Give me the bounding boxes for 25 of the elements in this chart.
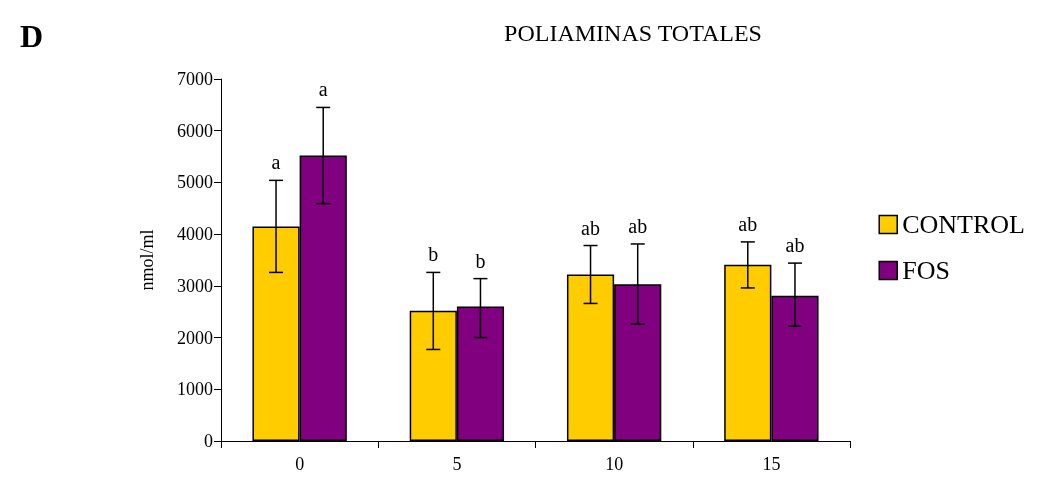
data-label: ab: [628, 214, 648, 237]
y-tick-label: 5000: [177, 172, 213, 193]
y-tick-label: 1000: [177, 379, 213, 400]
y-tick-label: 4000: [177, 224, 213, 245]
y-tick-label: 7000: [177, 69, 213, 89]
x-tick-label: 5: [452, 454, 462, 474]
data-label: b: [475, 249, 486, 272]
data-label: ab: [785, 234, 805, 257]
y-tick-label: 3000: [177, 275, 213, 296]
legend-label: FOS: [902, 256, 950, 285]
x-tick-label: 10: [605, 454, 624, 474]
data-label: ab: [581, 216, 600, 239]
y-tick-label: 2000: [177, 327, 213, 348]
x-tick-label: 15: [762, 454, 781, 474]
data-label: ab: [738, 212, 758, 235]
legend-label: CONTROL: [902, 210, 1025, 239]
data-label: a: [318, 78, 328, 101]
data-label: a: [271, 151, 281, 174]
data-label: b: [428, 243, 439, 266]
text: D: [20, 18, 44, 54]
chart-title: POLIAMINAS TOTALES: [504, 20, 762, 46]
y-axis-title: nmol/ml: [137, 229, 157, 291]
y-tick-label: 0: [204, 431, 213, 451]
x-tick-label: 0: [295, 454, 305, 474]
y-tick-label: 6000: [177, 120, 213, 141]
